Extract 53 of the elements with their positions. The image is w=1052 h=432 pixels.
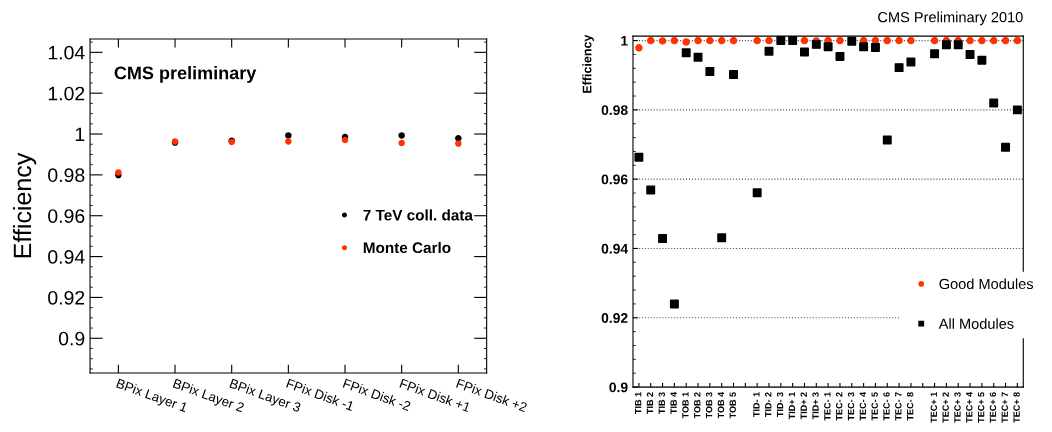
x-tick-label: TOB 5: [729, 392, 736, 419]
chart-title: CMS Preliminary 2010: [878, 11, 1023, 26]
x-tick-label: TID- 2: [765, 392, 772, 417]
legend-label: Good Modules: [939, 278, 1034, 290]
x-tick-label: TID+ 2: [800, 392, 807, 420]
x-tick-label: TEC+ 6: [989, 392, 997, 423]
x-tick-label: TEC+ 1: [930, 392, 937, 423]
x-tick-label: TEC- 1: [824, 392, 831, 421]
x-tick-label: TEC- 6: [883, 392, 890, 421]
y-tick-label: 1.04: [48, 45, 85, 60]
y-tick-label: 0.96: [48, 209, 85, 223]
y-tick-label: 1: [75, 127, 85, 142]
x-tick-label: TID+ 1: [788, 392, 795, 420]
y-tick-label: 0.9: [58, 331, 85, 346]
y-tick-label: 0.92: [48, 290, 85, 305]
x-tick-label: TEC- 4: [859, 391, 867, 421]
x-tick-label: TOB 1: [682, 392, 689, 419]
x-tick-label: TOB 2: [694, 392, 701, 419]
x-tick-label: TEC+ 5: [977, 392, 985, 423]
legend-label: Monte Carlo: [363, 241, 451, 254]
y-tick-label: 1: [621, 36, 628, 46]
x-tick-label: TEC+ 2: [942, 392, 949, 423]
x-tick-label: TID+ 3: [812, 392, 819, 420]
legend-label: All Modules: [938, 318, 1014, 329]
x-tick-label: TEC- 3: [847, 392, 855, 421]
x-tick-label: TEC+ 8: [1013, 392, 1020, 423]
y-tick-label: 0.98: [601, 105, 628, 116]
y-tick-label: 1.02: [48, 86, 85, 101]
y-tick-label: 0.98: [48, 168, 85, 183]
y-axis-title: Efficiency: [582, 34, 594, 93]
x-tick-label: TID- 3: [776, 392, 784, 417]
x-tick-label: TEC+ 7: [1001, 392, 1008, 423]
x-tick-label: TOB 4: [717, 391, 725, 419]
x-tick-label: TIB 1: [635, 392, 642, 414]
x-tick-label: TIB 2: [646, 392, 654, 414]
y-axis-title: Efficiency: [12, 152, 37, 258]
x-tick-label: TEC+ 3: [954, 392, 961, 423]
x-tick-label: TEC- 5: [871, 392, 878, 421]
x-tick-label: TIB 4: [670, 391, 677, 414]
x-tick-label: TEC- 7: [895, 392, 902, 421]
x-tick-label: TIB 3: [658, 392, 665, 414]
y-tick-label: 0.92: [601, 313, 628, 323]
x-tick-label: TOB 3: [705, 392, 713, 419]
x-tick-label: TEC+ 4: [966, 391, 973, 423]
legend-label: 7 TeV coll. data: [363, 209, 474, 221]
x-tick-label: TEC- 2: [835, 392, 843, 421]
y-tick-label: 0.96: [601, 174, 628, 185]
y-tick-label: 0.94: [48, 250, 85, 264]
y-tick-label: 0.9: [609, 382, 628, 393]
y-tick-label: 0.94: [601, 243, 629, 254]
x-tick-label: TEC- 8: [906, 392, 914, 421]
annotation: CMS preliminary: [114, 66, 257, 83]
x-tick-label: TID- 1: [753, 392, 760, 417]
